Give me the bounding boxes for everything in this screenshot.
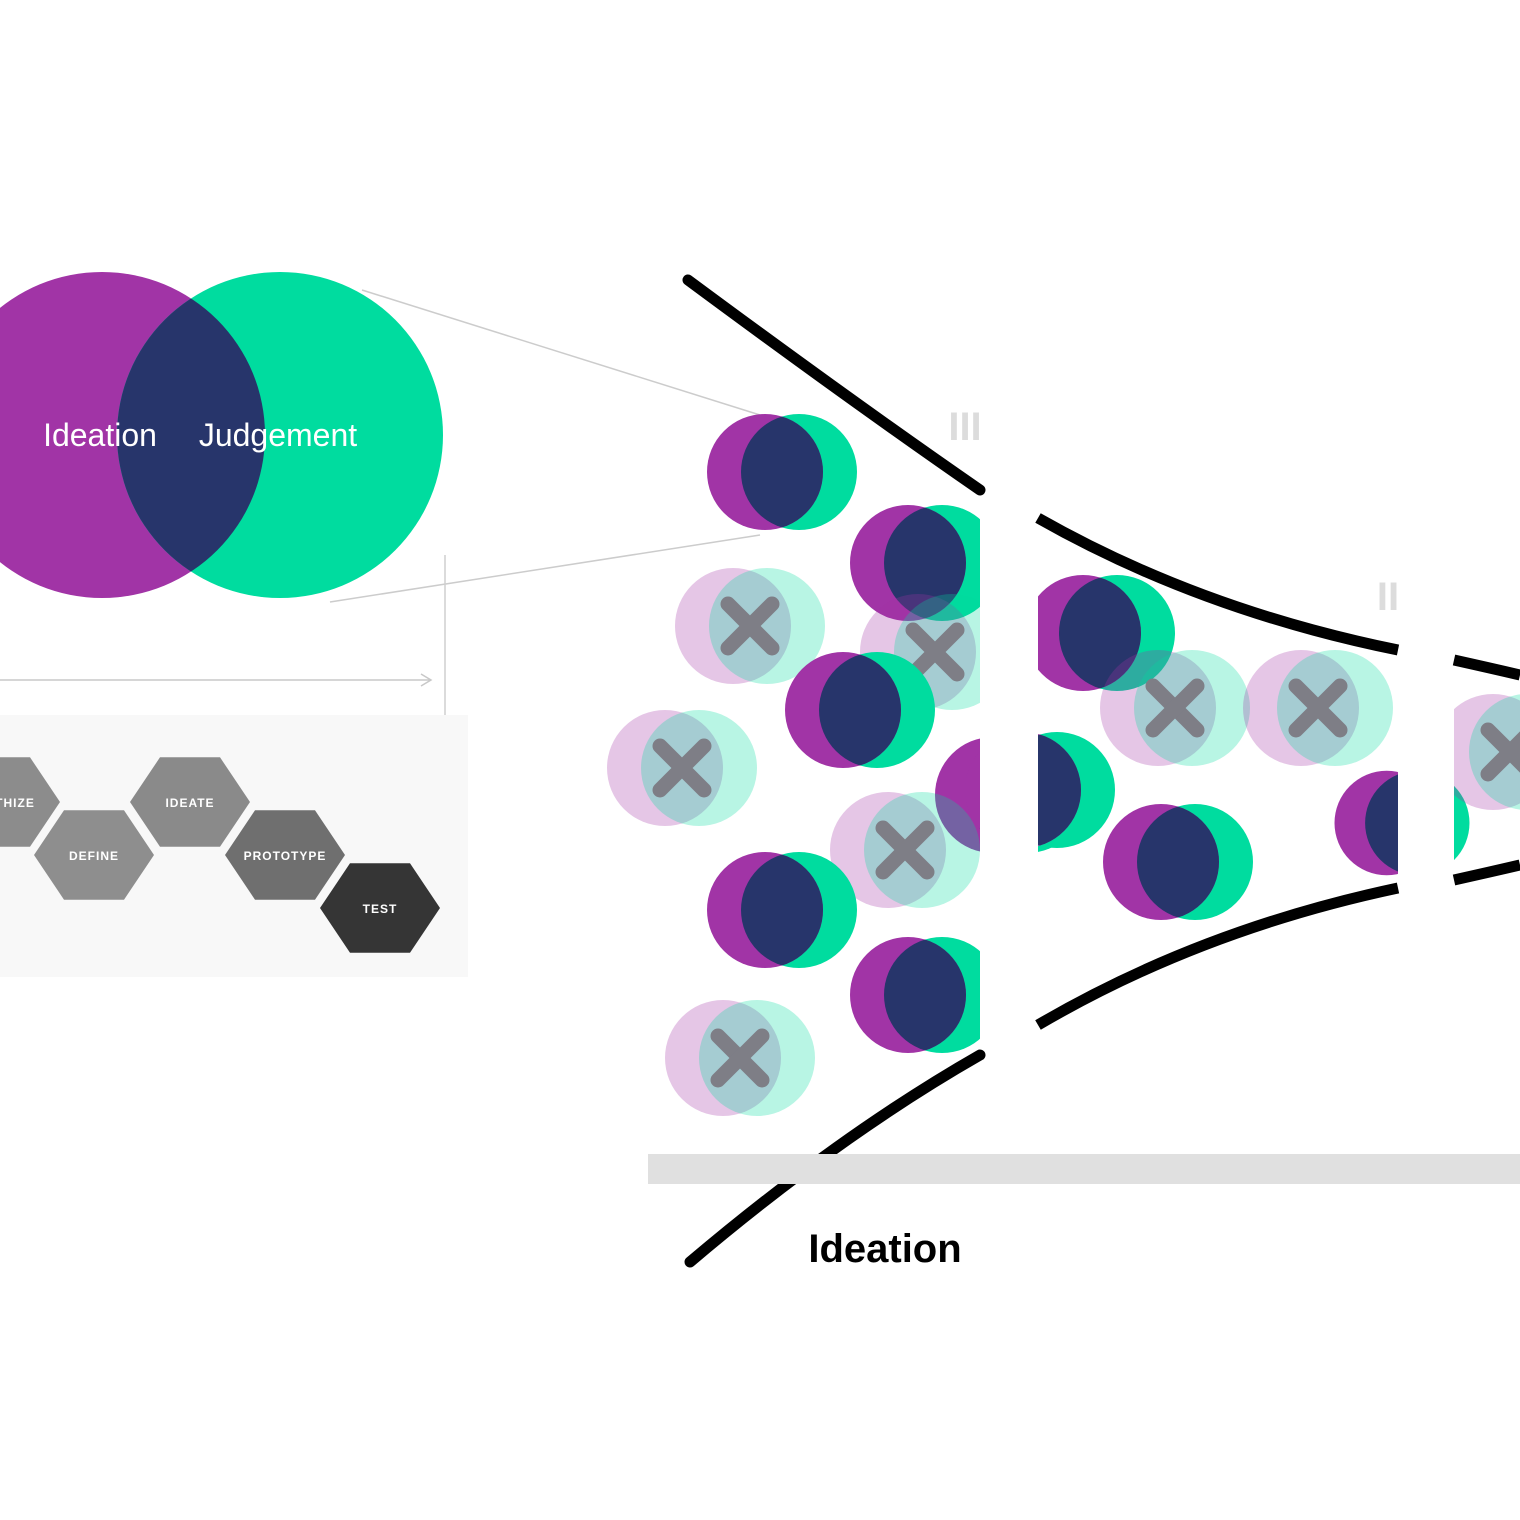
reject-x-icon xyxy=(905,622,965,682)
design-thinking-steps: THIZE DEFINE IDEATE PROTOTYPE TEST xyxy=(0,757,440,953)
reject-x-icon xyxy=(1288,678,1348,738)
timeline-arrow-head xyxy=(420,673,433,687)
idea-bubble xyxy=(850,937,1000,1053)
step-label: DEFINE xyxy=(69,849,119,863)
venn-overlap xyxy=(117,272,265,598)
step-hexagon xyxy=(34,810,154,900)
timeline-bar xyxy=(648,1154,1520,1184)
step-ideate: IDEATE xyxy=(130,757,250,847)
idea-bubble xyxy=(707,414,857,530)
rejected-idea xyxy=(1243,650,1393,766)
stage-marker-2: II xyxy=(1377,575,1399,619)
funnel-gap-2 xyxy=(1398,560,1454,980)
rejected-idea xyxy=(675,568,825,684)
step-hexagon xyxy=(225,810,345,900)
step-hexagon xyxy=(320,863,440,953)
rejected-idea xyxy=(1435,694,1520,810)
funnel-walls xyxy=(682,274,1520,1268)
rejected-idea xyxy=(1100,650,1250,766)
step-define: DEFINE xyxy=(34,810,154,900)
step-label: IDEATE xyxy=(165,796,214,810)
funnel-wall-bottom-3 xyxy=(1452,859,1520,886)
rejected-idea xyxy=(830,792,980,908)
step-empathize: THIZE xyxy=(0,757,60,847)
reject-x-icon xyxy=(875,820,935,880)
idea-bubble xyxy=(1025,575,1175,691)
funnel-wall-top-2 xyxy=(1035,513,1400,656)
ideation-axis-label: Ideation xyxy=(808,1227,961,1271)
step-label: PROTOTYPE xyxy=(244,849,327,863)
step-prototype: PROTOTYPE xyxy=(225,810,345,900)
step-hexagon xyxy=(0,757,60,847)
idea-bubble xyxy=(707,852,857,968)
funnel-wall-top-1 xyxy=(682,274,986,496)
step-label: THIZE xyxy=(0,796,35,810)
step-test: TEST xyxy=(320,863,440,953)
funnel-gap-1 xyxy=(980,360,1038,1160)
step-label: TEST xyxy=(363,902,398,916)
idea-bubble xyxy=(785,652,935,768)
reject-x-icon xyxy=(710,1028,770,1088)
funnel-wall-bottom-2 xyxy=(1035,882,1400,1030)
rejected-idea xyxy=(665,1000,815,1116)
idea-bubble xyxy=(1103,804,1253,920)
reject-x-icon xyxy=(1145,678,1205,738)
funnel-wall-top-3 xyxy=(1452,654,1520,681)
funnel-wall-bottom-1 xyxy=(684,1049,986,1268)
zoom-line-top xyxy=(361,289,761,416)
reject-x-icon xyxy=(652,738,712,798)
step-hexagon xyxy=(130,757,250,847)
idea-bubble xyxy=(850,505,1000,621)
rejected-idea xyxy=(607,710,757,826)
reject-x-icon xyxy=(720,596,780,656)
zoom-line-bottom xyxy=(329,534,761,603)
stage-marker-3: III xyxy=(948,405,981,449)
venn-diagram: Ideation Judgement xyxy=(0,272,443,598)
reject-x-icon xyxy=(1480,722,1520,782)
venn-ideation-label: Ideation xyxy=(43,417,157,453)
venn-judgement-label: Judgement xyxy=(199,417,357,453)
